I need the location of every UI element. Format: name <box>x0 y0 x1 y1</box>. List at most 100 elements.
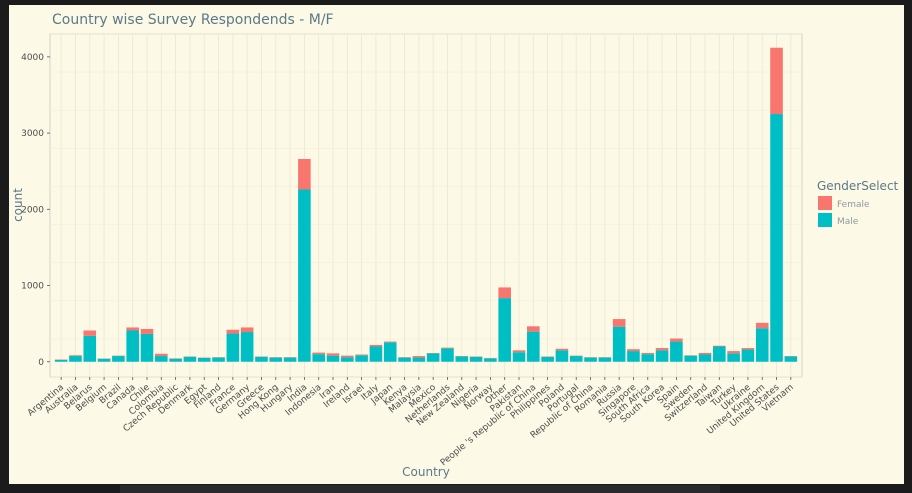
bar-female <box>355 354 368 356</box>
bar-male <box>541 356 554 362</box>
y-tick-label: 4000 <box>21 53 44 63</box>
bar-male <box>598 357 612 362</box>
bar-male <box>555 350 569 362</box>
bar-female <box>498 287 511 299</box>
bar-male <box>469 356 483 362</box>
plot-area <box>49 33 803 378</box>
bar-female <box>412 356 426 358</box>
y-tick-label: 3000 <box>21 129 44 139</box>
bar-male <box>498 298 511 362</box>
bar-male <box>126 330 139 362</box>
bar-male <box>383 342 397 362</box>
bar-male <box>240 332 254 362</box>
bar-female <box>69 355 82 357</box>
legend-swatch-male <box>818 213 832 227</box>
bar-male <box>269 357 283 362</box>
bar-female <box>627 349 640 352</box>
bar-female <box>240 327 254 333</box>
bar-male <box>197 357 211 362</box>
bar-male <box>684 355 697 362</box>
bar-male <box>426 353 440 362</box>
bar-male <box>169 358 182 362</box>
bar-male <box>112 356 125 362</box>
bar-male <box>527 331 540 362</box>
bar-female <box>226 329 240 334</box>
bar-male <box>713 346 726 362</box>
bar-male <box>255 356 268 362</box>
bar-male <box>369 346 383 362</box>
bar-male <box>69 356 82 362</box>
bar-female <box>140 328 154 334</box>
bar-female <box>369 344 383 347</box>
bar-male <box>212 357 225 362</box>
x-axis-title: Country <box>402 465 450 479</box>
bar-female <box>326 353 340 356</box>
bar-male <box>54 359 68 362</box>
y-tick-label: 2000 <box>21 205 44 215</box>
bar-male <box>226 333 240 362</box>
bar-male <box>455 356 469 362</box>
bar-female <box>312 352 325 355</box>
bar-male <box>183 356 197 362</box>
bar-male <box>569 356 583 362</box>
bar-female <box>655 348 669 351</box>
bar-male <box>612 326 626 362</box>
y-tick-label: 0 <box>38 358 44 368</box>
y-axis-title: count <box>11 188 25 222</box>
bar-male <box>741 349 755 362</box>
bar-male <box>670 341 683 362</box>
bar-male <box>298 189 311 362</box>
bar-male <box>312 354 325 362</box>
bar-female <box>612 319 626 327</box>
bar-female <box>698 352 712 355</box>
bar-male <box>412 357 426 362</box>
bar-female <box>126 327 139 331</box>
bar-female <box>341 355 354 358</box>
bar-female <box>527 326 540 332</box>
legend: GenderSelect Female Male <box>817 179 899 227</box>
bar-female <box>441 347 454 349</box>
bar-female <box>641 352 655 355</box>
bar-male <box>641 354 655 362</box>
y-tick-label: 1000 <box>21 282 44 292</box>
bar-male <box>398 357 411 362</box>
bar-female <box>727 351 740 354</box>
bar-female <box>83 330 97 336</box>
bar-female <box>670 338 683 342</box>
bar-male <box>283 357 297 362</box>
legend-label-male: Male <box>837 217 859 227</box>
legend-swatch-female <box>818 196 832 210</box>
bar-female <box>555 348 569 351</box>
bar-male <box>655 350 669 362</box>
bar-male <box>326 355 340 362</box>
bar-male <box>155 356 168 362</box>
bar-male <box>83 335 97 362</box>
bar-male <box>584 357 597 362</box>
bar-female <box>713 345 726 347</box>
bar-female <box>741 348 755 350</box>
chart-title: Country wise Survey Respondends - M/F <box>52 12 334 28</box>
bar-female <box>770 47 783 115</box>
bar-male <box>698 354 712 362</box>
legend-label-female: Female <box>837 200 870 210</box>
bar-female <box>383 341 397 343</box>
bar-male <box>140 333 154 362</box>
bars <box>54 47 798 362</box>
legend-title: GenderSelect <box>817 179 899 193</box>
bar-male <box>512 352 526 362</box>
bar-male <box>755 328 769 362</box>
bar-male <box>727 353 740 362</box>
bar-female <box>755 322 769 329</box>
bar-female <box>512 350 526 353</box>
bar-male <box>484 358 497 362</box>
bottom-strip <box>120 485 720 493</box>
bar-male <box>441 348 454 362</box>
bar-male <box>770 114 783 362</box>
y-axis-ticks: 0 1000 2000 3000 4000 <box>21 53 50 368</box>
bar-male <box>341 357 354 362</box>
bar-male <box>355 355 368 362</box>
bar-male <box>784 356 798 362</box>
x-axis-ticks: ArgentinaAustraliaBelarusBelgiumBrazilCa… <box>26 377 796 468</box>
bar-female <box>298 159 311 190</box>
